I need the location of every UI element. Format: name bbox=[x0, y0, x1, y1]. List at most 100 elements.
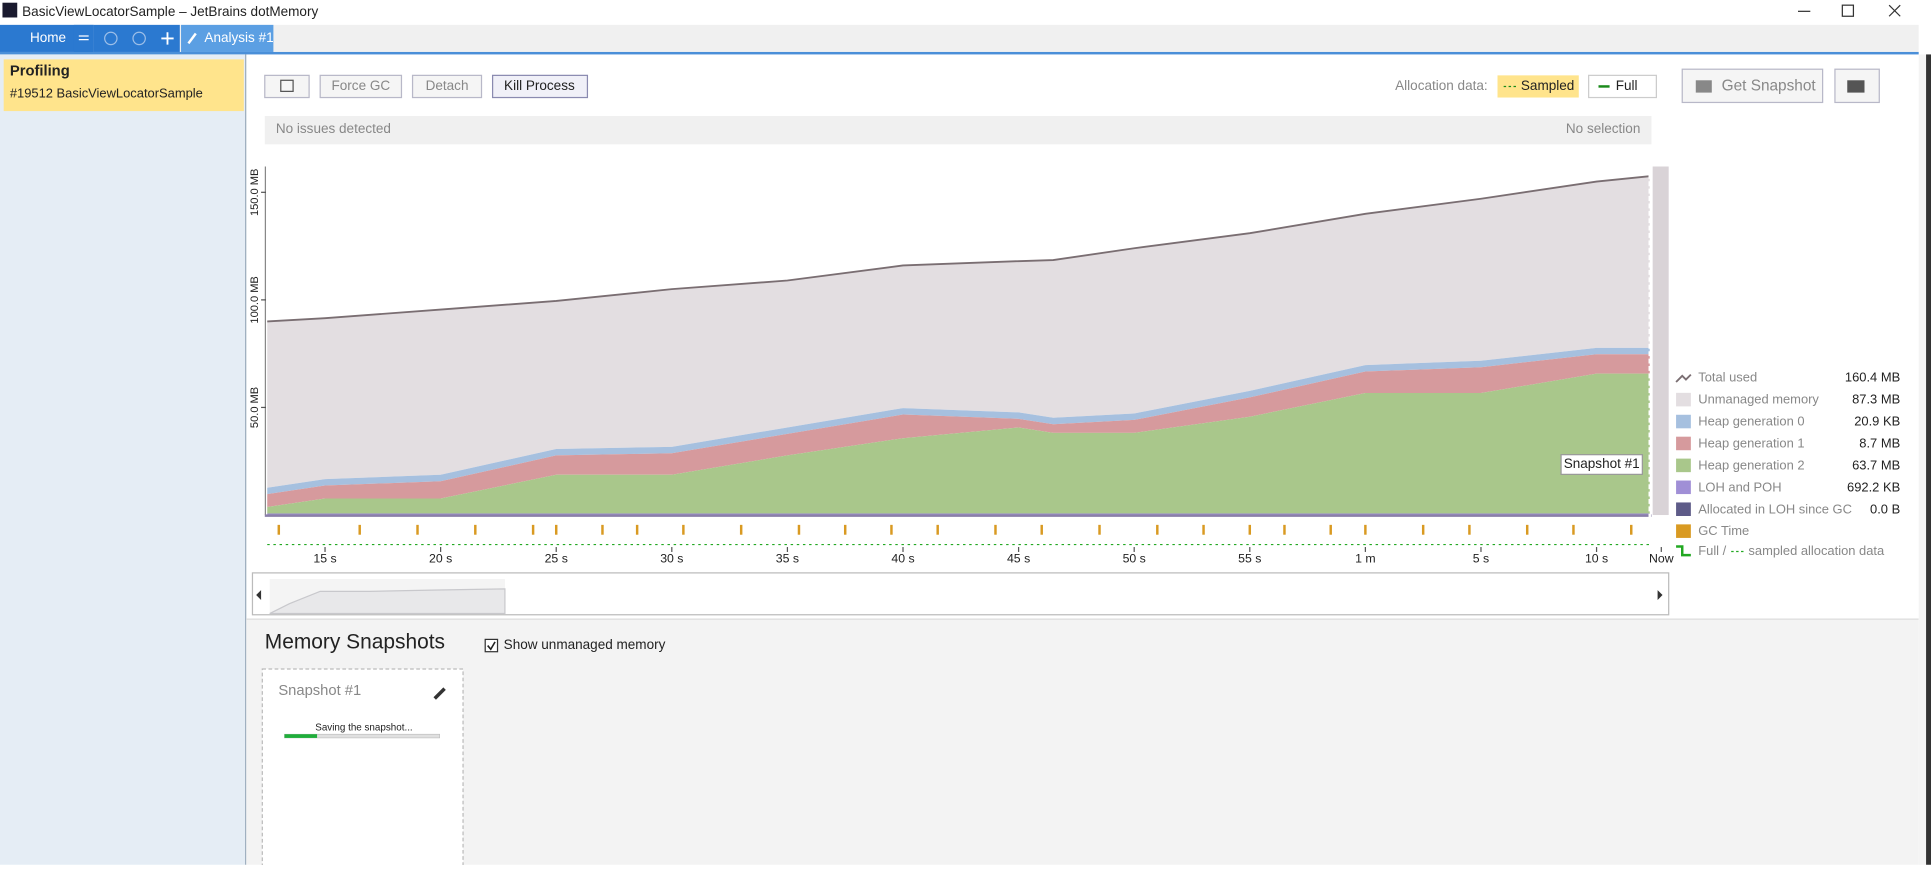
x-tick-label: 1 m bbox=[1355, 552, 1375, 566]
legend-icon bbox=[1676, 393, 1691, 407]
status-left: No issues detected bbox=[276, 121, 391, 136]
gc-mark bbox=[358, 525, 360, 535]
analysis-tab-label[interactable]: Analysis #1 bbox=[204, 30, 273, 45]
snapshots-pane bbox=[246, 618, 1918, 864]
gc-mark bbox=[555, 525, 557, 535]
x-tick-label: 15 s bbox=[313, 552, 336, 566]
legend-name: LOH and POH bbox=[1698, 479, 1781, 494]
x-tick-label: 10 s bbox=[1585, 552, 1608, 566]
legend-name: Allocated in LOH since GC bbox=[1698, 501, 1852, 516]
legend-icon bbox=[1676, 459, 1691, 473]
x-tick-label: 25 s bbox=[545, 552, 568, 566]
legend-value: 692.2 KB bbox=[1847, 479, 1900, 494]
unmanaged-checkbox-label[interactable]: Show unmanaged memory bbox=[504, 637, 666, 652]
gc-mark bbox=[532, 525, 534, 535]
legend-value: 160.4 MB bbox=[1845, 370, 1900, 385]
unmanaged-checkbox[interactable] bbox=[485, 639, 497, 651]
window-title: BasicViewLocatorSample – JetBrains dotMe… bbox=[22, 4, 318, 19]
gc-mark bbox=[890, 525, 892, 535]
x-tick-label: 40 s bbox=[891, 552, 914, 566]
get-snapshot-label: Get Snapshot bbox=[1722, 78, 1817, 95]
gc-mark bbox=[1098, 525, 1100, 535]
legend-name: sampled allocation data bbox=[1748, 543, 1885, 558]
status-bar bbox=[265, 116, 1652, 144]
pending-region bbox=[1653, 166, 1669, 515]
gc-mark bbox=[416, 525, 418, 535]
legend-name: Heap generation 1 bbox=[1698, 435, 1804, 450]
scrollbar bbox=[1926, 54, 1931, 864]
gc-mark bbox=[1572, 525, 1574, 535]
legend-icon bbox=[1676, 524, 1691, 538]
legend-icon bbox=[1676, 415, 1691, 429]
y-tick-label: 150.0 MB bbox=[249, 169, 261, 216]
y-tick-label: 100.0 MB bbox=[249, 276, 261, 323]
legend-name: Heap generation 2 bbox=[1698, 457, 1804, 472]
force-gc-label: Force GC bbox=[332, 78, 391, 93]
legend-icon bbox=[1676, 437, 1691, 451]
status-right: No selection bbox=[1566, 121, 1640, 136]
gc-mark bbox=[1249, 525, 1251, 535]
layout-button[interactable] bbox=[265, 75, 309, 97]
full-label: Full bbox=[1616, 78, 1638, 93]
x-tick-label: 45 s bbox=[1007, 552, 1030, 566]
home-dropdown[interactable] bbox=[74, 25, 94, 52]
profiling-subtitle: #19512 BasicViewLocatorSample bbox=[10, 85, 203, 100]
gc-mark bbox=[936, 525, 938, 535]
gc-mark bbox=[740, 525, 742, 535]
legend-name: Full / bbox=[1698, 543, 1726, 558]
gc-mark bbox=[1202, 525, 1204, 535]
legend-name: Unmanaged memory bbox=[1698, 392, 1819, 407]
legend-name: GC Time bbox=[1698, 523, 1749, 538]
gc-mark bbox=[844, 525, 846, 535]
gc-mark bbox=[682, 525, 684, 535]
gc-mark bbox=[1422, 525, 1424, 535]
tab-bar bbox=[0, 25, 1919, 52]
snapshot-name: Snapshot #1 bbox=[278, 683, 361, 699]
gc-mark bbox=[1526, 525, 1528, 535]
gc-mark bbox=[278, 525, 280, 535]
legend-name: Total used bbox=[1698, 370, 1757, 385]
camera-icon bbox=[1696, 80, 1712, 92]
x-tick-label: Now bbox=[1649, 552, 1674, 566]
app-icon bbox=[2, 3, 17, 18]
camera-settings-icon bbox=[1847, 80, 1864, 92]
progress-fill bbox=[284, 734, 317, 738]
snapshot-status: Saving the snapshot... bbox=[315, 723, 412, 734]
gc-mark bbox=[1283, 525, 1285, 535]
gc-mark bbox=[1364, 525, 1366, 535]
sampled-label: Sampled bbox=[1521, 78, 1574, 93]
allocation-label: Allocation data: bbox=[1395, 78, 1488, 93]
x-tick-label: 5 s bbox=[1473, 552, 1489, 566]
gc-mark bbox=[1630, 525, 1632, 535]
legend-value: 0.0 B bbox=[1870, 501, 1900, 516]
gc-mark bbox=[636, 525, 638, 535]
legend-value: 63.7 MB bbox=[1852, 457, 1900, 472]
legend-value: 20.9 KB bbox=[1854, 414, 1900, 429]
gc-mark bbox=[1329, 525, 1331, 535]
gc-mark bbox=[994, 525, 996, 535]
legend-icon bbox=[1676, 481, 1691, 495]
kill-process-label: Kill Process bbox=[504, 78, 575, 93]
snapshot-label: Snapshot #1 bbox=[1564, 456, 1640, 471]
legend-name: Heap generation 0 bbox=[1698, 414, 1804, 429]
legend-value: 87.3 MB bbox=[1852, 392, 1900, 407]
snapshots-title: Memory Snapshots bbox=[265, 631, 445, 654]
home-tab-label[interactable]: Home bbox=[30, 30, 66, 45]
legend-icon bbox=[1676, 502, 1691, 516]
gc-mark bbox=[1156, 525, 1158, 535]
gc-mark bbox=[798, 525, 800, 535]
gc-mark bbox=[474, 525, 476, 535]
x-tick-label: 50 s bbox=[1123, 552, 1146, 566]
profiling-title: Profiling bbox=[10, 64, 70, 80]
x-tick-label: 30 s bbox=[660, 552, 683, 566]
x-tick-label: 20 s bbox=[429, 552, 452, 566]
tab-underline bbox=[0, 52, 1919, 54]
legend-value: 8.7 MB bbox=[1859, 435, 1900, 450]
y-tick-label: 50.0 MB bbox=[249, 387, 261, 428]
sidebar bbox=[0, 54, 245, 864]
x-tick-label: 35 s bbox=[776, 552, 799, 566]
x-tick-label: 55 s bbox=[1238, 552, 1261, 566]
gc-mark bbox=[1468, 525, 1470, 535]
detach-label: Detach bbox=[426, 78, 469, 93]
